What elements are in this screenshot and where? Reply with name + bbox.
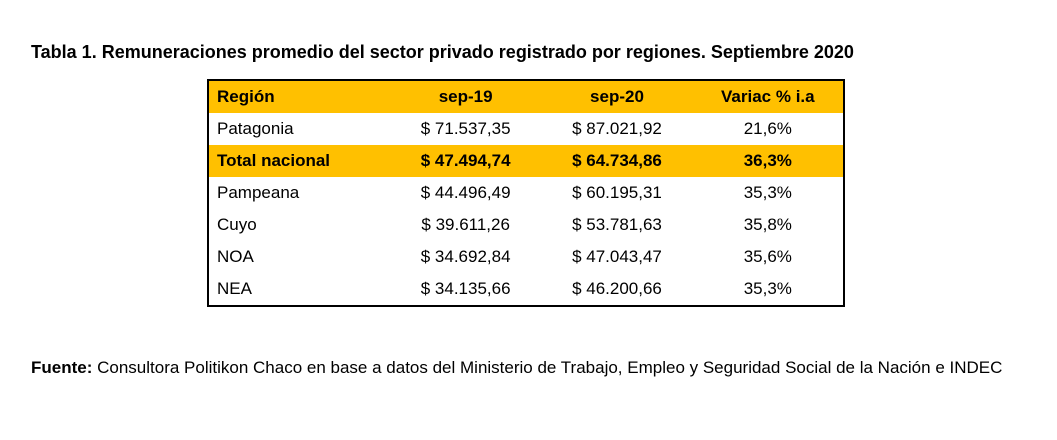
cell-region: Total nacional <box>217 151 331 170</box>
table-row: Cuyo $ 39.611,26 $ 53.781,63 35,8% <box>208 209 844 241</box>
remuneraciones-table: Región sep-19 sep-20 Variac % i.a Patago… <box>207 79 845 307</box>
cell-sep19: $ 44.496,49 <box>420 183 511 202</box>
cell-variac: 35,8% <box>743 215 792 234</box>
cell-sep19: $ 39.611,26 <box>421 215 510 234</box>
cell-region: Patagonia <box>217 119 294 138</box>
header-sep20: sep-20 <box>590 87 644 106</box>
source-note: Fuente: Consultora Politikon Chaco en ba… <box>31 351 1031 384</box>
source-label: Fuente: <box>31 358 93 377</box>
cell-region: NOA <box>217 247 254 266</box>
cell-variac: 35,3% <box>743 279 792 298</box>
cell-sep20: $ 60.195,31 <box>572 183 662 202</box>
cell-sep19: $ 34.135,66 <box>420 279 511 298</box>
cell-variac: 35,6% <box>743 247 792 266</box>
table-row: NEA $ 34.135,66 $ 46.200,66 35,3% <box>208 273 844 306</box>
cell-sep19: $ 34.692,84 <box>420 247 511 266</box>
table-row: NOA $ 34.692,84 $ 47.043,47 35,6% <box>208 241 844 273</box>
cell-region: Cuyo <box>217 215 257 234</box>
table-row: Patagonia $ 71.537,35 $ 87.021,92 21,6% <box>208 113 844 145</box>
cell-variac: 21,6% <box>743 119 792 138</box>
cell-variac: 36,3% <box>743 151 792 170</box>
header-sep19: sep-19 <box>438 87 493 106</box>
cell-region: Pampeana <box>217 183 300 202</box>
cell-sep20: $ 64.734,86 <box>572 151 662 170</box>
table-row-total: Total nacional $ 47.494,74 $ 64.734,86 3… <box>208 145 844 177</box>
header-variac: Variac % i.a <box>721 87 815 106</box>
table-title: Tabla 1. Remuneraciones promedio del sec… <box>31 42 854 62</box>
cell-sep19: $ 47.494,74 <box>420 151 511 170</box>
header-region: Región <box>217 87 275 106</box>
cell-sep19: $ 71.537,35 <box>420 119 511 138</box>
table-header-row: Región sep-19 sep-20 Variac % i.a <box>208 80 844 113</box>
cell-sep20: $ 87.021,92 <box>572 119 662 138</box>
source-text: Consultora Politikon Chaco en base a dat… <box>92 358 1003 377</box>
cell-region: NEA <box>217 279 252 298</box>
cell-sep20: $ 53.781,63 <box>572 215 662 234</box>
cell-sep20: $ 46.200,66 <box>572 279 662 298</box>
table-row: Pampeana $ 44.496,49 $ 60.195,31 35,3% <box>208 177 844 209</box>
cell-variac: 35,3% <box>743 183 792 202</box>
cell-sep20: $ 47.043,47 <box>572 247 662 266</box>
